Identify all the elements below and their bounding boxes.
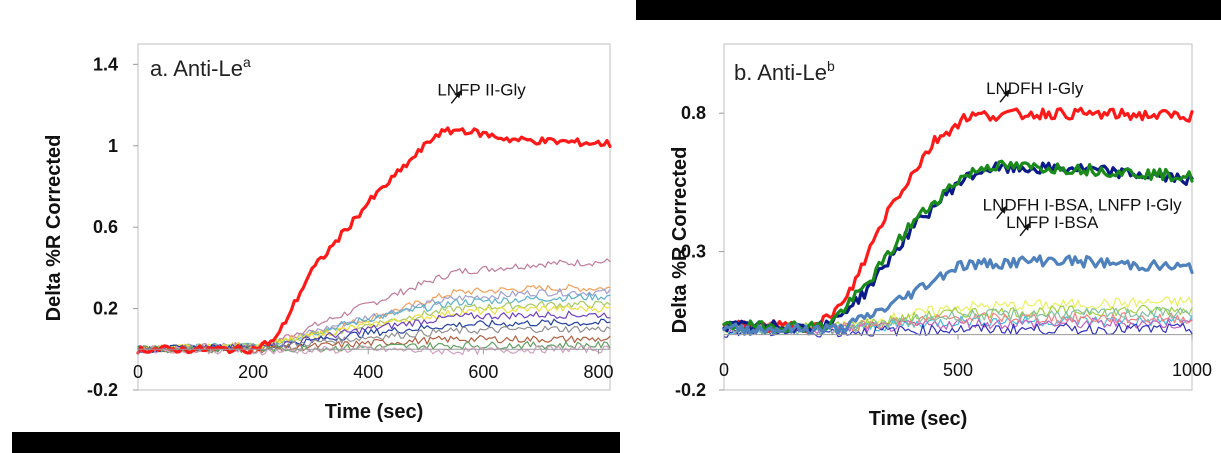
x-axis-label-b: Time (sec) [869, 408, 968, 430]
series-line [137, 341, 611, 354]
series-line [137, 334, 611, 354]
x-tick-label: 0 [133, 362, 143, 382]
y-axis-label-a: Delta %R Corrected [43, 135, 65, 322]
annotation-label: LNFP I-BSA [1006, 213, 1099, 232]
annotations-a: LNFP II-Gly [437, 80, 526, 104]
y-tick-label: 0.6 [93, 217, 118, 237]
x-tick-label: 800 [583, 362, 613, 382]
chart-panel-b: 0 500 1000 -0.2 0.3 0.8 b. Anti-Leb Time (sec… [669, 43, 1212, 430]
y-tick-label: -0.2 [87, 380, 118, 400]
black-bar-top-right [636, 0, 1221, 20]
annotation-arrowhead [999, 205, 1007, 214]
panel-label-a: a. Anti-Lea [150, 54, 251, 81]
y-tick-label: 1.4 [93, 54, 118, 74]
y-tick-label: 0.2 [93, 299, 118, 319]
y-tick-label: 0.3 [681, 242, 706, 262]
y-tick-label: 0.8 [681, 103, 706, 123]
axes-a: 0 200 400 600 800 -0.2 0.2 0.6 1 1.4 [87, 54, 614, 400]
x-tick-label: 1000 [1172, 360, 1212, 380]
annotation-arrowhead [1023, 222, 1031, 231]
panel-label-b-sup: b [827, 58, 835, 74]
x-tick-label: 400 [353, 362, 383, 382]
x-tick-label: 500 [943, 360, 973, 380]
series-line-lnfp-ii-gly [136, 126, 612, 355]
black-bar-bottom-left [12, 432, 620, 453]
annotation-label: LNDFH I-Gly [986, 79, 1084, 98]
annotation-label: LNFP II-Gly [437, 80, 526, 99]
panel-label-b: b. Anti-Leb [734, 58, 835, 85]
axes-b: 0 500 1000 -0.2 0.3 0.8 [675, 103, 1212, 400]
x-tick-label: 200 [238, 362, 268, 382]
y-tick-label: -0.2 [675, 380, 706, 400]
series-line [137, 292, 611, 354]
x-tick-label: 600 [468, 362, 498, 382]
annotation-arrowhead [454, 90, 462, 99]
panel-label-b-text: b. Anti-Le [734, 60, 827, 85]
x-tick-label: 0 [719, 360, 729, 380]
x-axis-label-a: Time (sec) [325, 401, 424, 423]
y-tick-label: 1 [108, 136, 118, 156]
panel-label-a-sup: a [243, 54, 251, 70]
annotation-arrowhead [1003, 89, 1011, 98]
annotation-label: LNDFH I-BSA, LNFP I-Gly [983, 196, 1182, 215]
series-group-b [722, 106, 1194, 338]
y-axis-label-b: Delta %R Corrected [669, 147, 691, 334]
chart-panel-a: 0 200 400 600 800-0.20.20.611.4 a. Anti-Lea … [43, 43, 614, 423]
panel-label-a-text: a. Anti-Le [150, 56, 243, 81]
series-line-lnfp-i-bsa [722, 254, 1194, 336]
